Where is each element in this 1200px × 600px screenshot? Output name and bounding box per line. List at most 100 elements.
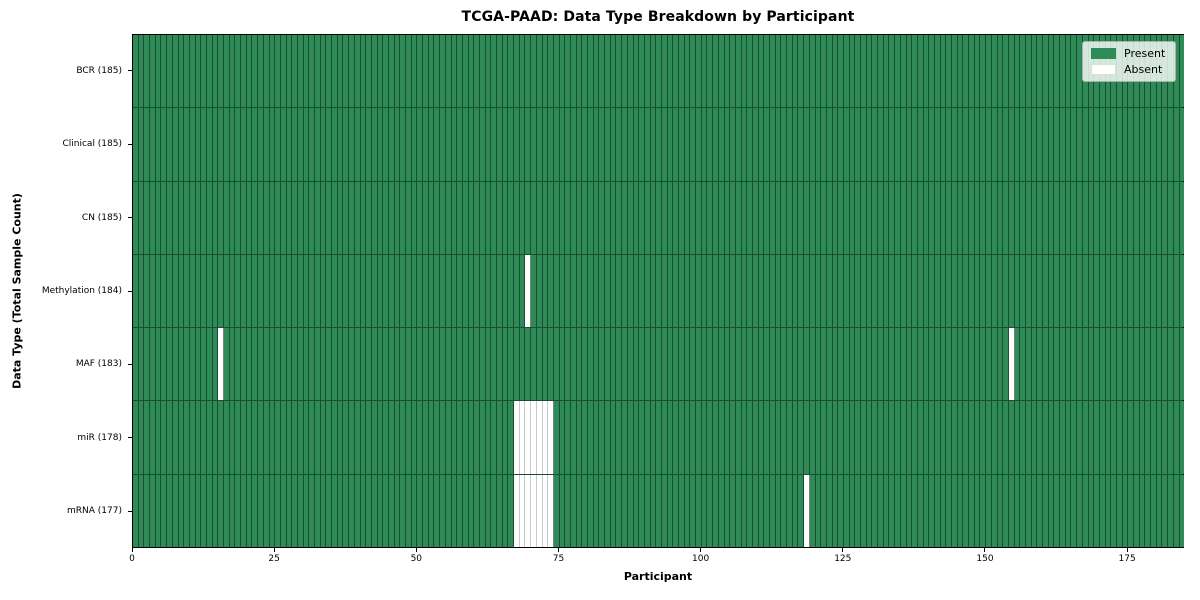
heatmap-cell-present [138,328,145,401]
heatmap-cell-present [553,474,560,547]
heatmap-cell-present [1082,181,1089,254]
heatmap-cell-present [1139,401,1146,474]
heatmap-cell-present [952,254,958,328]
heatmap-cell-present [1116,401,1123,474]
heatmap-cell-present [730,474,736,547]
heatmap-cell-present [752,35,759,108]
heatmap-cell-present [849,254,856,328]
heatmap-cell-present [201,108,207,181]
heatmap-row-MAF [133,328,1185,402]
heatmap-cell-present [610,401,617,474]
heatmap-cell-present [843,35,850,108]
heatmap-cell-present [616,254,623,328]
heatmap-cell-present [491,181,497,254]
heatmap-cell-present [218,254,224,328]
heatmap-cell-present [934,254,941,328]
heatmap-cell-present [582,401,588,474]
heatmap-cell-present [1162,108,1169,181]
heatmap-cell-present [1111,181,1117,254]
heatmap-cell-present [1065,401,1072,474]
heatmap-cell-present [713,254,719,328]
heatmap-cell-present [1065,35,1072,108]
heatmap-cell-present [161,108,168,181]
heatmap-cell-present [861,254,867,328]
heatmap-cell-present [838,401,844,474]
heatmap-cell-present [889,474,896,547]
heatmap-cell-present [1037,108,1043,181]
heatmap-cell-present [906,401,913,474]
heatmap-cell-present [411,35,418,108]
heatmap-cell-present [315,328,321,401]
heatmap-cell-present [1145,108,1152,181]
heatmap-cell-present [161,254,168,328]
heatmap-cell-present [878,401,884,474]
heatmap-cell-present [633,328,640,401]
heatmap-cell-present [1173,401,1180,474]
heatmap-cell-present [826,181,833,254]
heatmap-cell-present [798,328,805,401]
heatmap-cell-present [599,181,606,254]
heatmap-cell-present [320,254,327,328]
heatmap-cell-present [673,328,679,401]
heatmap-cell-present [337,474,344,547]
heatmap-cell-present [548,108,554,181]
heatmap-cell-present [627,254,634,328]
heatmap-cell-present [224,108,230,181]
heatmap-cell-present [582,474,588,547]
heatmap-cell-present [258,35,264,108]
heatmap-cell-present [138,401,145,474]
heatmap-cell-present [531,35,537,108]
heatmap-row-BCR [133,35,1185,109]
heatmap-cell-present [633,401,640,474]
heatmap-cell-present [770,254,776,328]
heatmap-cell-present [752,401,759,474]
heatmap-cell-present [155,401,162,474]
heatmap-cell-present [1054,474,1061,547]
heatmap-cell-present [764,254,770,328]
heatmap-cell-present [508,474,515,547]
heatmap-cell-present [1173,35,1180,108]
heatmap-cell-present [161,181,168,254]
x-tick-mark [273,548,275,552]
heatmap-cell-present [747,328,753,401]
heatmap-cell-present [434,108,441,181]
heatmap-cell-present [275,108,281,181]
heatmap-cell-present [588,474,594,547]
heatmap-cell-absent [218,328,224,401]
heatmap-cell-present [150,328,156,401]
heatmap-cell-present [644,181,651,254]
heatmap-cell-present [656,401,662,474]
heatmap-cell-present [485,401,492,474]
heatmap-cell-present [224,35,230,108]
heatmap-cell-present [644,401,651,474]
heatmap-cell-present [468,35,475,108]
heatmap-cell-present [997,108,1004,181]
heatmap-cell-present [690,401,697,474]
heatmap-cell-present [514,181,520,254]
heatmap-cell-present [798,401,805,474]
heatmap-cell-present [451,254,458,328]
heatmap-cell-present [570,328,577,401]
heatmap-cell-present [479,401,486,474]
heatmap-cell-present [946,474,952,547]
heatmap-cell-present [394,474,401,547]
heatmap-cell-present [275,254,281,328]
heatmap-cell-present [963,108,970,181]
heatmap-cell-present [172,254,179,328]
heatmap-cell-present [991,108,998,181]
heatmap-cell-present [991,328,998,401]
heatmap-cell-present [178,328,185,401]
heatmap-cell-present [730,35,736,108]
heatmap-cell-present [735,474,742,547]
heatmap-cell-present [553,254,560,328]
heatmap-cell-absent [525,401,532,474]
heatmap-cell-present [1082,474,1089,547]
heatmap-cell-present [775,108,782,181]
x-tick-label: 0 [129,554,135,564]
heatmap-cell-present [491,35,497,108]
heatmap-cell-present [366,474,372,547]
heatmap-cell-present [1003,254,1009,328]
heatmap-cell-present [934,328,941,401]
heatmap-cell-present [798,474,805,547]
heatmap-cell-present [525,108,532,181]
